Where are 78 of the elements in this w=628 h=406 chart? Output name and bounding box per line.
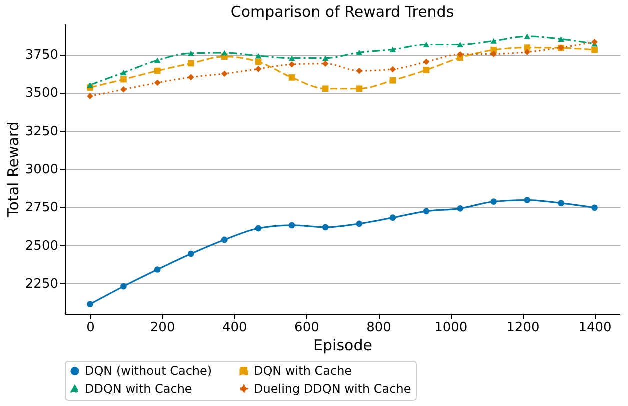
point — [524, 49, 531, 56]
point — [457, 51, 464, 58]
legend-label: DQN (without Cache) — [85, 364, 212, 378]
point — [356, 50, 363, 56]
y-tick-label: 2500 — [25, 238, 58, 254]
x-tick-label: 400 — [222, 320, 248, 336]
point — [592, 46, 598, 54]
point — [255, 225, 262, 232]
point — [154, 80, 161, 86]
y-tick-label: 3750 — [25, 48, 58, 64]
point — [322, 56, 329, 62]
point — [592, 204, 598, 212]
point — [490, 198, 498, 205]
legend-label: Dueling DDQN with Cache — [254, 382, 412, 396]
point — [221, 236, 228, 244]
point — [255, 66, 262, 72]
x-tick-label: 800 — [366, 320, 392, 336]
point — [221, 70, 228, 78]
point — [188, 50, 194, 56]
x-tick-label: 1400 — [578, 320, 612, 336]
x-tick-label: 200 — [150, 320, 176, 336]
point — [490, 51, 498, 58]
x-tick-label: 600 — [294, 320, 320, 336]
x-tick-label: 1200 — [506, 320, 540, 336]
point — [457, 42, 464, 48]
point — [154, 58, 161, 64]
point — [356, 86, 363, 92]
point — [188, 74, 194, 81]
point — [120, 76, 127, 83]
y-tick-label: 3500 — [25, 86, 58, 102]
point — [288, 74, 296, 81]
point — [288, 61, 296, 68]
point — [356, 68, 363, 74]
point — [390, 214, 396, 221]
point — [524, 34, 531, 40]
point — [558, 36, 564, 42]
y-tick-label: 2250 — [25, 276, 58, 292]
point — [457, 206, 464, 212]
point — [423, 67, 430, 74]
point — [356, 220, 363, 228]
point — [423, 58, 430, 66]
point — [154, 68, 161, 74]
point — [524, 44, 531, 51]
point — [322, 224, 329, 231]
legend-label: DQN with Cache — [254, 364, 352, 378]
point — [390, 66, 396, 73]
point — [87, 93, 94, 100]
y-axis-title: Total Reward — [4, 122, 22, 218]
point — [255, 53, 262, 59]
point — [87, 301, 94, 308]
legend-label: DDQN with Cache — [85, 382, 192, 396]
point — [288, 56, 296, 62]
x-tick-label: 1000 — [434, 320, 468, 336]
point — [221, 50, 228, 56]
y-tick-label: 3000 — [25, 162, 58, 178]
point — [490, 38, 498, 44]
y-tick-label: 2750 — [25, 200, 58, 216]
point — [87, 82, 94, 88]
point — [390, 46, 396, 52]
point — [390, 77, 396, 84]
point — [524, 197, 531, 204]
point — [188, 60, 194, 67]
point — [120, 70, 127, 76]
point — [120, 86, 127, 93]
point — [322, 60, 329, 67]
x-tick-label: 0 — [86, 320, 95, 336]
point — [322, 86, 329, 92]
point — [120, 283, 127, 290]
point — [188, 250, 194, 258]
point — [255, 58, 262, 66]
point — [423, 208, 430, 215]
x-axis-title: Episode — [314, 336, 372, 354]
chart-title: Comparison of Reward Trends — [230, 3, 454, 21]
point — [154, 266, 161, 273]
point — [558, 200, 564, 206]
y-tick-label: 3250 — [25, 124, 58, 140]
point — [288, 222, 296, 229]
point — [423, 42, 430, 48]
